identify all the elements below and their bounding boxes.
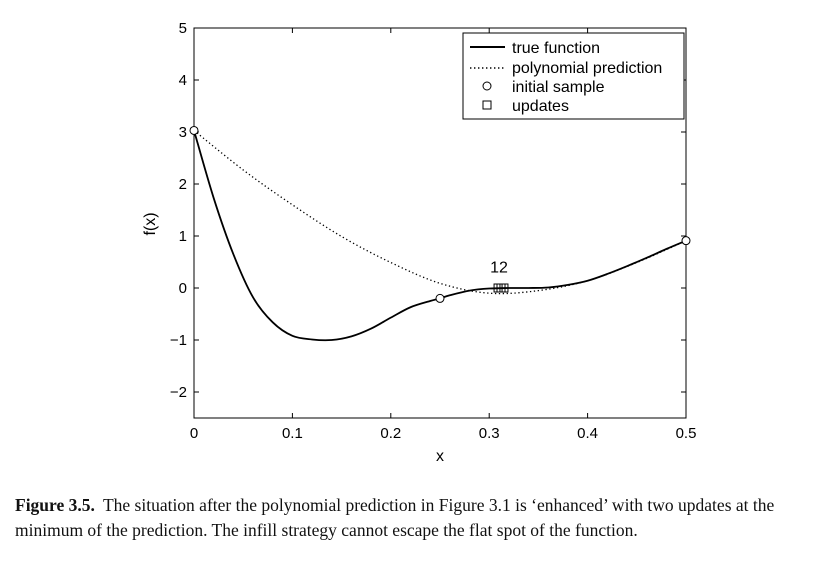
caption-text: The situation after the polynomial predi…: [15, 495, 775, 540]
figure-caption: Figure 3.5. The situation after the poly…: [15, 493, 830, 543]
x-tick-label: 0.2: [380, 425, 401, 442]
caption-label: Figure 3.5.: [15, 495, 95, 515]
y-tick-label: 1: [179, 228, 187, 245]
y-tick-label: −1: [170, 332, 187, 349]
y-tick-label: 3: [179, 124, 187, 141]
x-tick-label: 0.5: [676, 425, 697, 442]
initial-sample-point: [681, 236, 691, 246]
plot-area: [193, 27, 687, 419]
legend-label-true-function: true function: [512, 40, 600, 57]
y-tick-label: 4: [179, 72, 187, 89]
series-layer: [193, 129, 687, 342]
series-line-polynomial-prediction: [193, 129, 687, 295]
legend-label-initial-sample: initial sample: [512, 79, 605, 96]
marker-layer: [189, 125, 691, 303]
annotation-label: 12: [490, 259, 508, 276]
y-tick-label: 0: [179, 280, 187, 297]
x-tick-label: 0.3: [479, 425, 500, 442]
initial-sample-point: [189, 125, 199, 135]
x-tick-label: 0.4: [577, 425, 598, 442]
legend-marker-initial-sample: [482, 81, 492, 91]
y-tick-label: 2: [179, 176, 187, 193]
y-tick-label: −2: [170, 384, 187, 401]
y-axis-label: f(x): [142, 212, 159, 235]
series-line-true-function: [193, 130, 687, 342]
x-tick-label: 0.1: [282, 425, 303, 442]
tick-marks: [193, 27, 687, 418]
x-tick-label: 0: [190, 425, 198, 442]
legend-marker-updates: [482, 100, 492, 110]
y-tick-label: 5: [179, 20, 187, 37]
legend-label-updates: updates: [512, 98, 569, 115]
initial-sample-point: [435, 293, 445, 303]
legend: true function polynomial prediction init…: [462, 32, 685, 120]
x-axis-label: x: [436, 448, 444, 465]
legend-label-polynomial-prediction: polynomial prediction: [512, 60, 662, 77]
update-point: [499, 283, 509, 293]
